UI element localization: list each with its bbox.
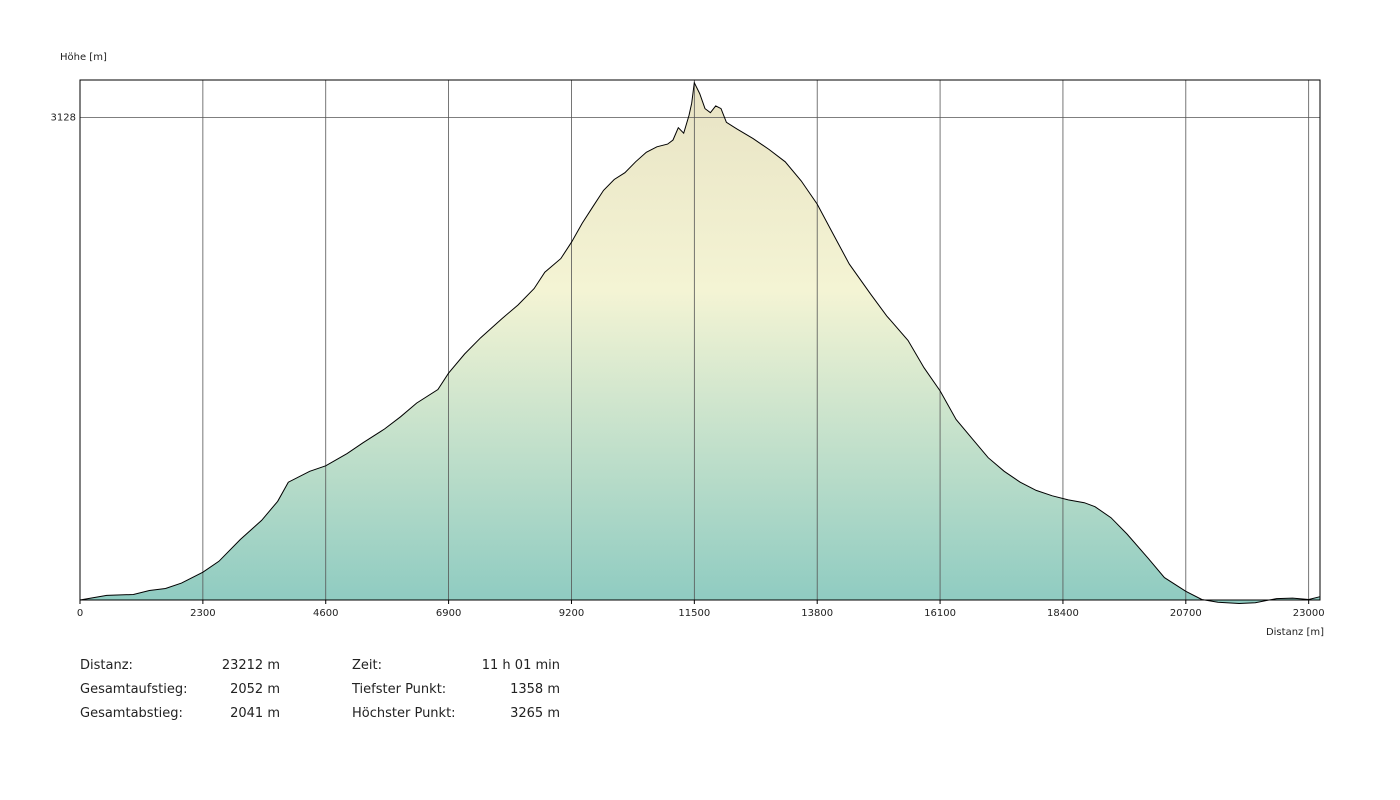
x-tick-label: 4600 xyxy=(313,608,338,619)
x-tick-label: 18400 xyxy=(1047,608,1079,619)
total-ascent-label: Gesamtaufstieg: xyxy=(80,682,188,697)
distance-value: 23212 m xyxy=(221,658,280,673)
x-tick-label: 9200 xyxy=(559,608,584,619)
distance-label: Distanz: xyxy=(80,658,133,673)
plot-area: 0 2300 4600 6900 9200 11500 13800 16100 18400 207… xyxy=(51,79,1325,619)
summary-statistics: Distanz: 23212 m Gesamtaufstieg: 2052 m … xyxy=(80,658,600,738)
lowest-point-label: Tiefster Punkt: xyxy=(352,682,447,697)
x-tick-label: 16100 xyxy=(924,608,956,619)
total-descent-label: Gesamtabstieg: xyxy=(80,706,183,721)
x-tick-label: 0 xyxy=(77,608,83,619)
x-axis-label: Distanz [m] xyxy=(1266,627,1324,638)
x-tick-label: 11500 xyxy=(678,608,710,619)
x-tick-label: 2300 xyxy=(190,608,215,619)
elevation-line xyxy=(79,80,1321,605)
total-ascent-value: 2052 m xyxy=(230,682,280,697)
plot-frame xyxy=(79,79,1321,601)
y-tick-label: 3128 xyxy=(51,112,76,123)
highest-point-label: Höchster Punkt: xyxy=(352,706,456,721)
x-tick-label: 13800 xyxy=(801,608,833,619)
total-descent-value: 2041 m xyxy=(230,706,280,721)
time-label: Zeit: xyxy=(352,658,382,673)
time-value: 11 h 01 min xyxy=(481,658,560,673)
highest-point-value: 3265 m xyxy=(510,706,560,721)
lowest-point-value: 1358 m xyxy=(510,682,560,697)
x-tick-label: 23000 xyxy=(1293,608,1325,619)
x-tick-label: 6900 xyxy=(436,608,461,619)
elevation-profile-chart: Höhe [m] Distanz [m] 0 2300 4600 6900 9200 11… xyxy=(51,52,1325,638)
x-tick-label: 20700 xyxy=(1170,608,1202,619)
y-axis-label: Höhe [m] xyxy=(60,52,107,63)
elevation-area xyxy=(80,82,1320,604)
